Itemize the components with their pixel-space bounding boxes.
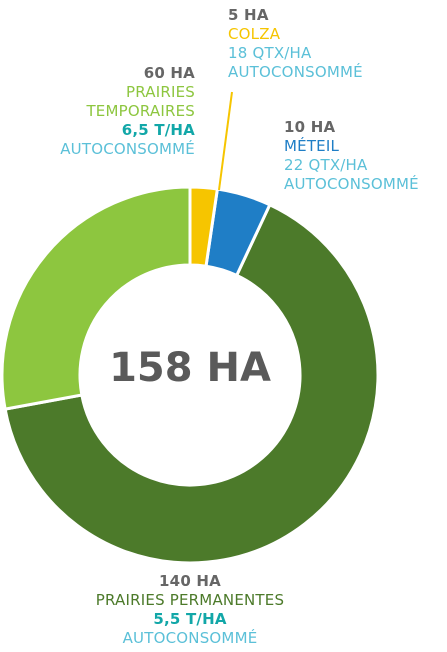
slice-name: PRAIRIES TEMPORAIRES — [86, 83, 195, 120]
leader-line — [218, 91, 233, 191]
usage: AUTOCONSOMMÉ — [60, 140, 195, 158]
area-label: 140 HA — [159, 572, 221, 590]
yield: 6,5 T/HA — [121, 121, 195, 139]
area-label: 10 HA — [284, 118, 336, 136]
yield: 5,5 T/HA — [153, 610, 227, 628]
label-prairies-temporaires: 60 HA PRAIRIES TEMPORAIRES 6,5 T/HA AUTO… — [20, 64, 195, 159]
area-label: 5 HA — [228, 6, 269, 24]
center-label: 158 HA — [109, 345, 271, 391]
area-label: 60 HA — [143, 64, 195, 82]
donut-slice — [204, 187, 272, 278]
donut-slice — [0, 185, 192, 411]
label-meteil: 10 HA MÉTEIL 22 QTX/HA AUTOCONSOMMÉ — [284, 118, 419, 194]
donut-slice — [3, 202, 380, 565]
usage: AUTOCONSOMMÉ — [284, 175, 419, 193]
label-prairies-permanentes: 140 HA PRAIRIES PERMANENTES 5,5 T/HA AUT… — [40, 572, 340, 648]
yield: 22 QTX/HA — [284, 156, 368, 174]
slice-name: PRAIRIES PERMANENTES — [95, 591, 285, 609]
label-colza: 5 HA COLZA 18 QTX/HA AUTOCONSOMMÉ — [228, 6, 363, 82]
usage: AUTOCONSOMMÉ — [122, 629, 258, 647]
usage: AUTOCONSOMMÉ — [228, 63, 363, 81]
slice-name: MÉTEIL — [284, 137, 340, 155]
slice-name: COLZA — [228, 25, 281, 43]
yield: 18 QTX/HA — [228, 44, 312, 62]
